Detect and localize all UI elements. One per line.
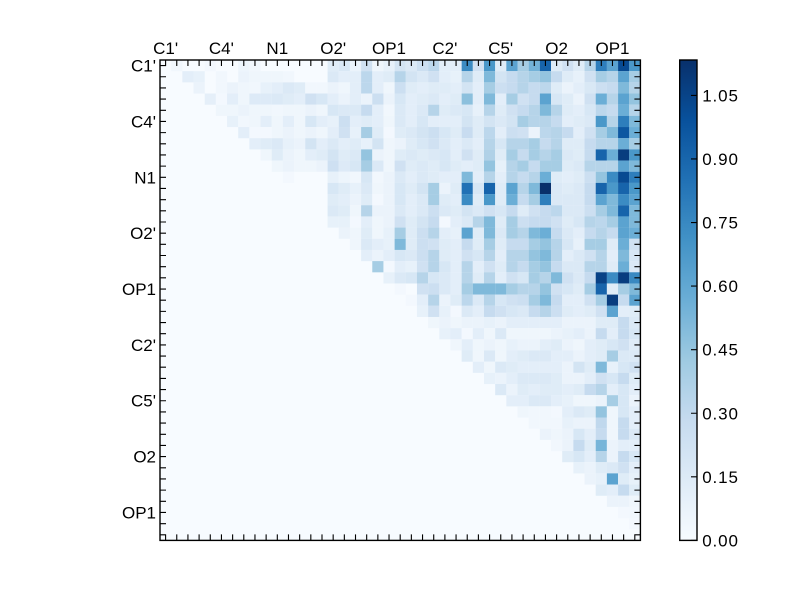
svg-text:OP1: OP1	[595, 39, 629, 58]
svg-text:0.00: 0.00	[702, 531, 739, 550]
svg-text:C5': C5'	[488, 39, 513, 58]
svg-text:C4': C4'	[209, 39, 234, 58]
svg-text:C2': C2'	[432, 39, 457, 58]
svg-text:N1: N1	[134, 168, 156, 187]
svg-text:O2': O2'	[320, 39, 346, 58]
svg-text:0.30: 0.30	[702, 404, 739, 423]
svg-text:0.75: 0.75	[702, 214, 739, 233]
svg-text:OP1: OP1	[122, 504, 156, 523]
svg-text:0.90: 0.90	[702, 150, 739, 169]
svg-text:C5': C5'	[131, 392, 156, 411]
svg-text:O2': O2'	[130, 224, 156, 243]
svg-text:0.60: 0.60	[702, 277, 739, 296]
svg-text:C4': C4'	[131, 112, 156, 131]
svg-text:OP1: OP1	[372, 39, 406, 58]
svg-text:O2: O2	[133, 448, 156, 467]
svg-text:N1: N1	[266, 39, 288, 58]
svg-text:0.45: 0.45	[702, 341, 739, 360]
svg-text:C1': C1'	[131, 57, 156, 76]
svg-text:C2': C2'	[131, 336, 156, 355]
svg-text:0.15: 0.15	[702, 468, 739, 487]
svg-text:O2: O2	[545, 39, 568, 58]
svg-text:C1': C1'	[153, 39, 178, 58]
svg-text:OP1: OP1	[122, 280, 156, 299]
svg-text:1.05: 1.05	[702, 86, 739, 105]
